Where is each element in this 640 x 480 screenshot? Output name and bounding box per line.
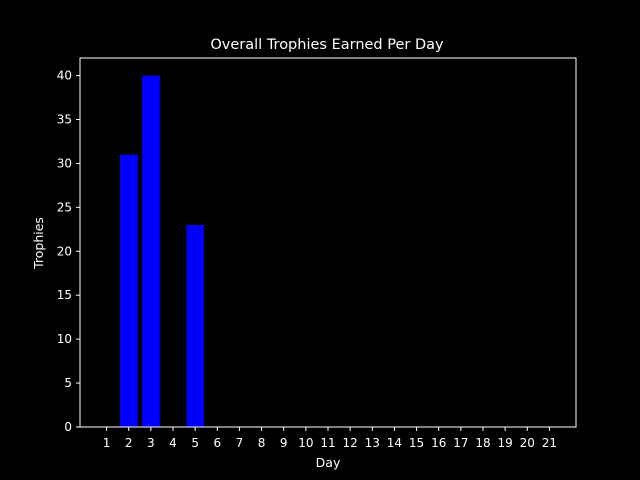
chart-title: Overall Trophies Earned Per Day [210, 37, 444, 53]
y-tick-label: 20 [57, 244, 72, 258]
x-tick-label: 4 [169, 436, 177, 450]
y-tick-label: 15 [57, 288, 72, 302]
x-tick-label: 13 [365, 436, 380, 450]
x-tick-label: 19 [498, 436, 513, 450]
x-tick-label: 9 [280, 436, 288, 450]
y-tick-label: 0 [64, 420, 72, 434]
y-axis-ticks: 0 5 10 15 20 25 30 35 40 [57, 69, 80, 434]
x-tick-label: 12 [343, 436, 358, 450]
x-tick-label: 15 [409, 436, 424, 450]
y-axis-label: Trophies [31, 217, 46, 270]
x-tick-label: 10 [298, 436, 313, 450]
bar-day-3 [142, 75, 160, 428]
y-tick-label: 35 [57, 113, 72, 127]
x-tick-label: 17 [453, 436, 468, 450]
x-axis-label: Day [316, 455, 341, 470]
x-tick-label: 8 [258, 436, 266, 450]
y-tick-label: 30 [57, 156, 72, 170]
x-tick-label: 16 [431, 436, 446, 450]
y-tick-label: 5 [64, 376, 72, 390]
x-tick-label: 5 [191, 436, 199, 450]
x-tick-label: 21 [542, 436, 557, 450]
x-tick-label: 2 [125, 436, 133, 450]
x-tick-label: 14 [387, 436, 402, 450]
x-tick-label: 11 [320, 436, 335, 450]
x-tick-label: 6 [213, 436, 221, 450]
x-axis-ticks: 1 2 3 4 5 6 7 8 9 10 11 12 13 14 15 16 17 18 19 20 21 [103, 427, 557, 450]
bar-day-2 [119, 154, 138, 427]
bar-day-5 [186, 224, 204, 427]
y-tick-label: 40 [57, 69, 72, 83]
bars-layer [119, 75, 204, 428]
x-tick-label: 3 [147, 436, 155, 450]
y-tick-label: 25 [57, 200, 72, 214]
x-tick-label: 1 [103, 436, 111, 450]
y-tick-label: 10 [57, 332, 72, 346]
x-tick-label: 7 [236, 436, 244, 450]
x-tick-label: 20 [520, 436, 535, 450]
x-tick-label: 18 [475, 436, 490, 450]
